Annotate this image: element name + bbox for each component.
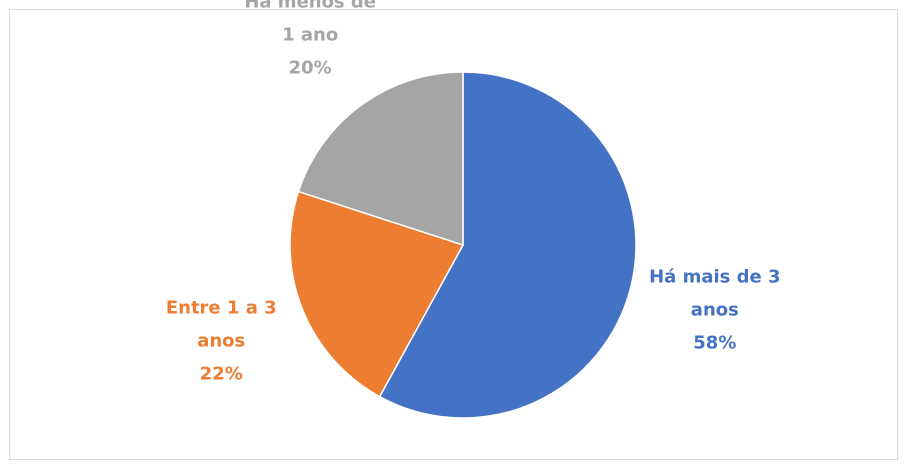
category-label: Há mais de 3 anos [649,266,781,321]
chart-frame [9,9,898,460]
pie-slice [378,71,637,419]
value-label: 58% [693,332,737,354]
value-label: 20% [288,57,332,79]
category-label: Há menos de 1 ano [244,0,377,46]
data-label: Há mais de 3 anos 58% [630,260,800,359]
category-label: Entre 1 a 3 anos [165,297,277,352]
data-label: Entre 1 a 3 anos 22% [136,291,306,390]
data-label: Há menos de 1 ano 20% [225,0,395,84]
value-label: 22% [199,363,243,385]
pie-slice [297,71,464,247]
pie-slice [289,190,465,398]
